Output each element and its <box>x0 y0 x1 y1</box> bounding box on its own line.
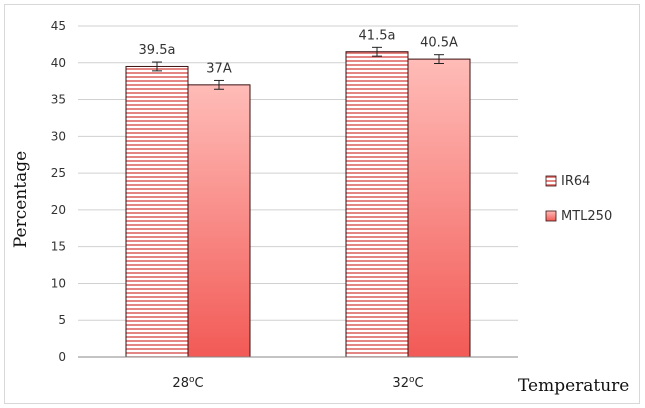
y-axis-ticks: 0 5 10 15 20 25 30 35 40 45 <box>51 19 66 364</box>
bar-ir64 <box>125 65 189 358</box>
y-tick-label: 10 <box>51 276 66 290</box>
data-label: 39.5a <box>139 43 176 58</box>
y-tick-label: 15 <box>51 240 66 254</box>
legend: IR64 MTL250 <box>545 174 612 224</box>
bar-mtl250 <box>187 84 251 358</box>
data-labels: 39.5a 37A 41.5a 40.5A <box>139 28 458 76</box>
bar-mtl250 <box>407 58 471 358</box>
legend-swatch-ir64 <box>545 175 557 187</box>
y-tick-label: 20 <box>51 203 66 217</box>
legend-swatch-mtl250 <box>545 210 557 222</box>
y-tick-label: 45 <box>51 19 66 33</box>
category-unit: C <box>194 376 203 391</box>
x-axis-categories: 28oC 32oC <box>172 375 423 391</box>
category-value: 32 <box>392 376 409 391</box>
category-superscript: o <box>409 375 415 385</box>
x-axis-title: Temperature <box>518 376 629 396</box>
error-bars <box>152 46 444 90</box>
category-unit: C <box>414 376 423 391</box>
y-tick-label: 40 <box>51 56 66 70</box>
y-tick-label: 25 <box>51 166 66 180</box>
x-category-label: 28oC <box>172 375 203 391</box>
y-tick-label: 5 <box>58 313 66 327</box>
category-value: 28 <box>172 376 189 391</box>
data-label: 41.5a <box>359 28 396 43</box>
legend-label-mtl250: MTL250 <box>561 209 612 224</box>
bars <box>125 51 471 358</box>
data-label: 40.5A <box>420 36 458 51</box>
y-tick-label: 30 <box>51 129 66 143</box>
y-tick-label: 0 <box>58 350 66 364</box>
bar-ir64 <box>345 51 409 358</box>
chart-frame <box>4 4 640 404</box>
legend-label-ir64: IR64 <box>561 174 590 189</box>
data-label: 37A <box>206 61 232 76</box>
y-tick-label: 35 <box>51 93 66 107</box>
category-superscript: o <box>189 375 195 385</box>
x-category-label: 32oC <box>392 375 423 391</box>
y-axis-title: Percentage <box>11 151 31 248</box>
